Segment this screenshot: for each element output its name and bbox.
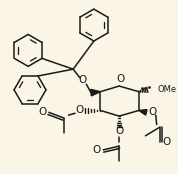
Text: OMe: OMe bbox=[158, 85, 177, 94]
Text: O: O bbox=[76, 105, 84, 116]
Text: O: O bbox=[93, 145, 101, 155]
Text: O: O bbox=[162, 137, 170, 147]
Text: O: O bbox=[78, 76, 87, 85]
Polygon shape bbox=[91, 89, 100, 96]
Text: O: O bbox=[148, 107, 156, 117]
Text: O: O bbox=[116, 74, 124, 84]
Text: O: O bbox=[38, 107, 46, 117]
Polygon shape bbox=[139, 110, 147, 115]
Text: O: O bbox=[115, 126, 123, 136]
